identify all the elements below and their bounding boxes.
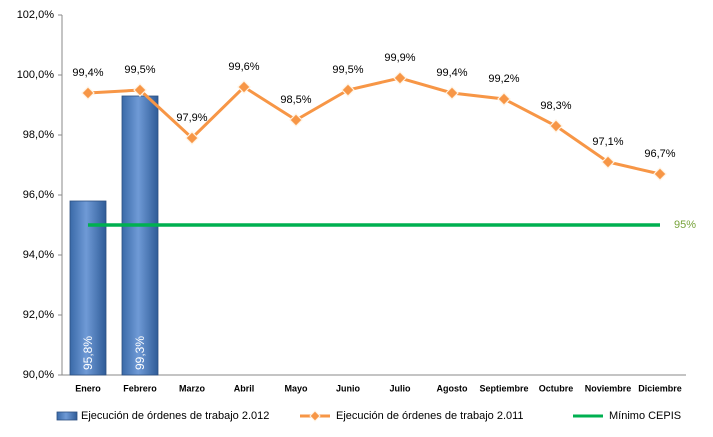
bar: [121, 95, 159, 376]
bar-value-label: 99,3%: [133, 336, 147, 370]
legend-swatch: [56, 411, 78, 421]
point-value-label: 98,3%: [540, 100, 571, 112]
x-tick-label: Febrero: [123, 383, 157, 393]
x-tick-label: Junio: [336, 383, 361, 393]
line-marker: [653, 167, 667, 181]
x-tick-label: Agosto: [437, 383, 468, 393]
x-tick-label: Julio: [389, 383, 411, 393]
point-value-label: 98,5%: [280, 94, 311, 106]
point-value-label: 99,4%: [436, 67, 467, 79]
point-value-label: 99,2%: [488, 73, 519, 85]
legend-label: Mínimo CEPIS: [609, 410, 681, 422]
line-marker: [185, 131, 199, 145]
line-marker: [601, 155, 615, 169]
point-value-label: 97,9%: [176, 112, 207, 124]
x-tick-label: Marzo: [179, 383, 206, 393]
bar-value-label: 95,8%: [81, 336, 95, 370]
line-marker: [81, 86, 95, 100]
y-tick-label: 102,0%: [17, 9, 55, 21]
line-marker: [133, 83, 147, 97]
point-value-label: 99,4%: [72, 67, 103, 79]
point-value-label: 97,1%: [592, 136, 623, 148]
x-tick-label: Septiembre: [479, 383, 528, 393]
x-tick-label: Noviembre: [585, 383, 632, 393]
line-marker: [237, 80, 251, 94]
x-tick-label: Abril: [234, 383, 255, 393]
legend-marker: [309, 410, 321, 422]
legend-label: Ejecución de órdenes de trabajo 2.011: [336, 410, 524, 422]
y-tick-label: 92,0%: [23, 309, 54, 321]
line: [87, 76, 661, 176]
x-tick-label: Enero: [75, 383, 101, 393]
x-tick-label: Mayo: [284, 383, 308, 393]
line-marker: [497, 92, 511, 106]
y-tick-label: 96,0%: [23, 189, 54, 201]
line-marker: [549, 119, 563, 133]
point-value-label: 99,5%: [332, 64, 363, 76]
point-value-label: 99,9%: [384, 52, 415, 64]
legend-label: Ejecución de órdenes de trabajo 2.012: [81, 410, 269, 422]
line-end-label: 95%: [674, 219, 696, 231]
point-value-label: 96,7%: [644, 148, 675, 160]
x-tick-label: Octubre: [539, 383, 574, 393]
bar: [69, 200, 107, 376]
line-marker: [393, 71, 407, 85]
y-tick-label: 90,0%: [23, 369, 54, 381]
y-tick-label: 98,0%: [23, 129, 54, 141]
line-marker: [341, 83, 355, 97]
x-tick-label: Diciembre: [638, 383, 682, 393]
line-marker: [289, 113, 303, 127]
y-tick-label: 100,0%: [17, 69, 55, 81]
line-marker: [445, 86, 459, 100]
point-value-label: 99,5%: [124, 64, 155, 76]
point-value-label: 99,6%: [228, 61, 259, 73]
y-tick-label: 94,0%: [23, 249, 54, 261]
